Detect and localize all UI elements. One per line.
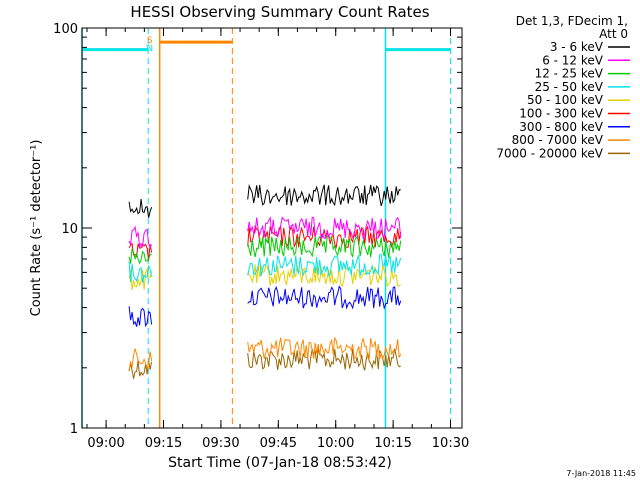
series-line — [128, 306, 153, 328]
y-axis: 1 10 100 — [53, 22, 462, 437]
x-axis-label: Start Time (07-Jan-18 08:53:42) — [168, 455, 392, 471]
series-line — [128, 248, 152, 265]
legend-entry-label: 6 - 12 keV — [542, 53, 604, 67]
legend-title-line2: Att 0 — [599, 27, 628, 41]
legend-entry-label: 300 - 800 keV — [519, 120, 603, 134]
flag-label: S — [147, 36, 153, 46]
x-tick-label: 10:00 — [317, 436, 354, 451]
legend-entry-label: 50 - 100 keV — [527, 93, 604, 107]
series-line — [247, 184, 401, 207]
legend-entry-label: 7000 - 20000 keV — [496, 146, 603, 160]
series-line — [247, 253, 402, 277]
series-line — [247, 336, 402, 361]
x-tick-label: 09:15 — [145, 436, 182, 451]
series-line — [128, 261, 153, 283]
series-line — [247, 285, 402, 310]
series-line — [247, 235, 402, 259]
series-line — [128, 348, 153, 371]
legend-title-line1: Det 1,3, FDecim 1, — [516, 14, 628, 28]
y-tick-label: 10 — [61, 222, 78, 237]
series-line — [247, 216, 402, 240]
flags-layer: SN — [146, 36, 153, 54]
date-stamp: 7-Jan-2018 11:45 — [566, 469, 636, 478]
series-line — [247, 264, 401, 288]
x-tick-label: 09:00 — [87, 436, 124, 451]
x-tick-label: 10:30 — [432, 436, 469, 451]
legend-entry-label: 800 - 7000 keV — [512, 133, 604, 147]
y-axis-label: Count Rate (s⁻¹ detector⁻¹) — [29, 140, 44, 317]
series-line — [128, 198, 153, 218]
y-tick-label: 1 — [70, 422, 78, 437]
series-layer — [128, 184, 402, 379]
x-tick-label: 10:15 — [374, 436, 411, 451]
x-tick-label: 09:30 — [202, 436, 239, 451]
flag-label: N — [146, 44, 153, 54]
x-tick-label: 09:45 — [260, 436, 297, 451]
legend-entry-label: 100 - 300 keV — [519, 107, 603, 121]
series-line — [247, 224, 402, 249]
legend-entry-label: 3 - 6 keV — [550, 40, 604, 54]
legend-entry-label: 12 - 25 keV — [535, 67, 604, 81]
chart-title: HESSI Observing Summary Count Rates — [130, 3, 429, 21]
series-line — [128, 225, 153, 249]
legend-entry-label: 25 - 50 keV — [535, 80, 604, 94]
x-axis: 09:00 09:15 09:30 09:45 10:00 10:15 10:30 — [86, 28, 469, 451]
y-tick-label: 100 — [53, 22, 78, 37]
